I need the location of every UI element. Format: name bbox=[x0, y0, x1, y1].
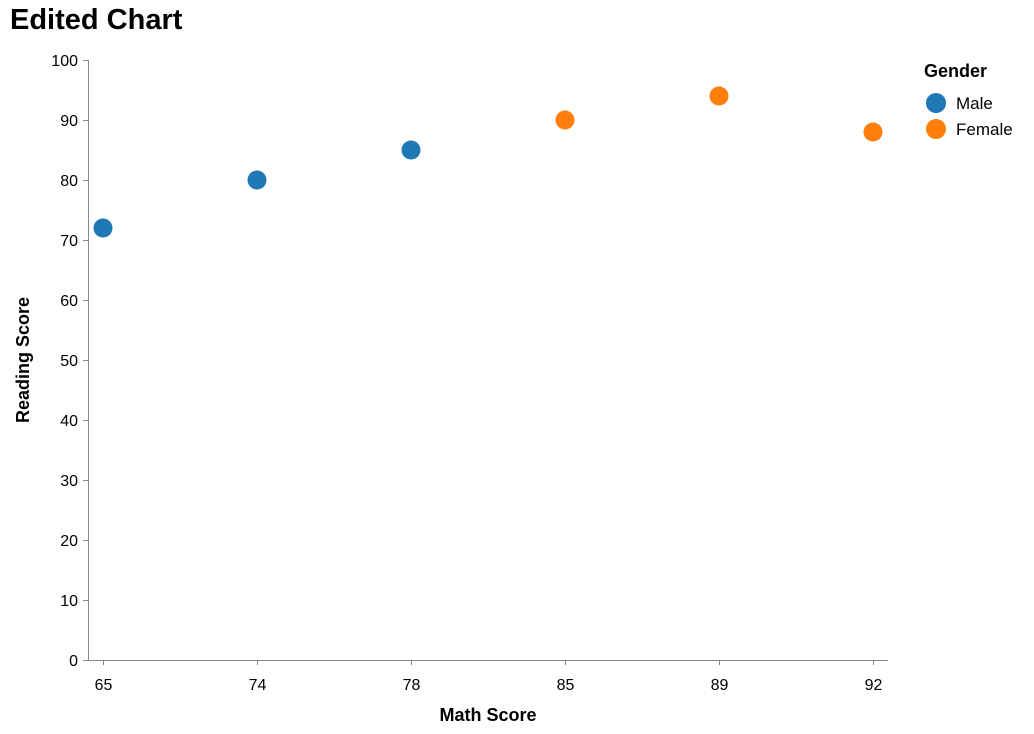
y-tick-label: 30 bbox=[60, 473, 78, 490]
y-tick-label: 70 bbox=[60, 233, 78, 250]
legend-label-male: Male bbox=[956, 94, 993, 113]
y-tick-label: 100 bbox=[51, 53, 78, 70]
legend: Gender Male Female bbox=[924, 61, 1013, 139]
legend-title: Gender bbox=[924, 61, 987, 81]
y-tick-label: 90 bbox=[60, 113, 78, 130]
data-point-male bbox=[247, 170, 267, 190]
y-tick-label: 10 bbox=[60, 593, 78, 610]
legend-swatch-female bbox=[926, 119, 946, 139]
y-tick-label: 20 bbox=[60, 533, 78, 550]
x-tick-label: 85 bbox=[557, 677, 575, 694]
y-tick-label: 80 bbox=[60, 173, 78, 190]
y-tick-label: 40 bbox=[60, 413, 78, 430]
legend-swatch-male bbox=[926, 93, 946, 113]
y-axis: 0 10 20 30 40 50 60 70 80 90 100 bbox=[51, 53, 89, 670]
x-tick-label: 89 bbox=[711, 677, 729, 694]
x-axis: 65 74 78 85 89 92 bbox=[88, 660, 888, 694]
x-tick-label: 65 bbox=[95, 677, 113, 694]
data-points bbox=[93, 86, 883, 238]
y-tick-label: 60 bbox=[60, 293, 78, 310]
chart-title: Edited Chart bbox=[10, 4, 183, 36]
y-tick-label: 50 bbox=[60, 353, 78, 370]
x-tick-label: 74 bbox=[249, 677, 267, 694]
data-point-female bbox=[709, 86, 729, 106]
data-point-female bbox=[555, 110, 575, 130]
data-point-male bbox=[93, 218, 113, 238]
data-point-male bbox=[401, 140, 421, 160]
x-tick-label: 92 bbox=[865, 677, 883, 694]
legend-label-female: Female bbox=[956, 120, 1013, 139]
data-point-female bbox=[863, 122, 883, 142]
x-tick-label: 78 bbox=[403, 677, 421, 694]
y-axis-title: Reading Score bbox=[13, 297, 33, 423]
y-tick-label: 0 bbox=[69, 653, 78, 670]
x-axis-title: Math Score bbox=[439, 705, 536, 725]
